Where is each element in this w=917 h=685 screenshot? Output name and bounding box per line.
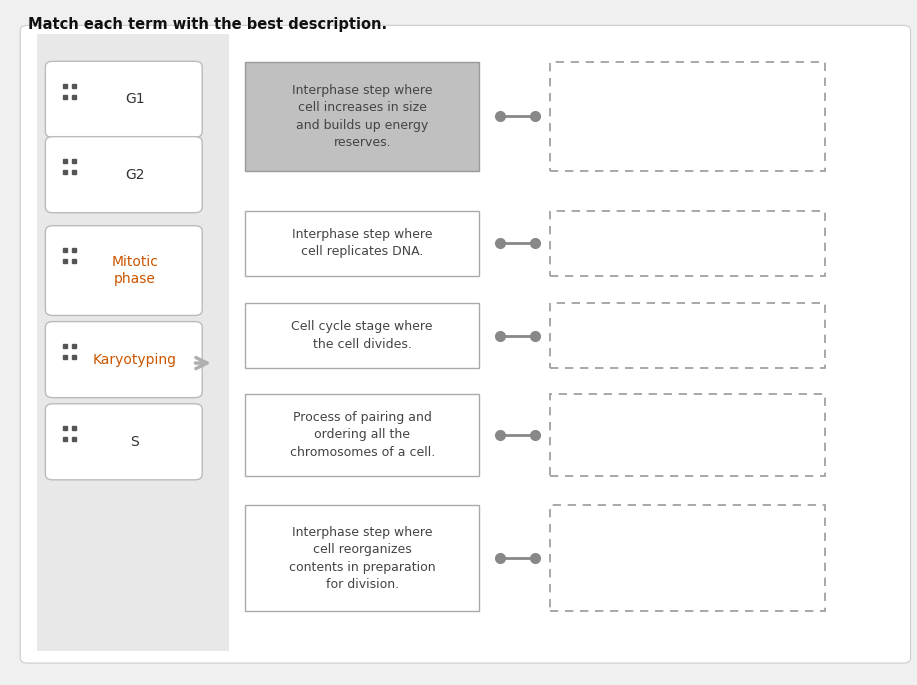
FancyBboxPatch shape <box>46 137 202 212</box>
Text: G1: G1 <box>125 92 145 106</box>
FancyBboxPatch shape <box>246 303 479 369</box>
Bar <box>37 34 229 651</box>
Bar <box>550 62 825 171</box>
Text: Interphase step where
cell reorganizes
contents in preparation
for division.: Interphase step where cell reorganizes c… <box>289 525 436 591</box>
FancyBboxPatch shape <box>20 25 911 663</box>
FancyBboxPatch shape <box>246 394 479 476</box>
FancyBboxPatch shape <box>46 322 202 397</box>
FancyBboxPatch shape <box>46 226 202 315</box>
Text: Cell cycle stage where
the cell divides.: Cell cycle stage where the cell divides. <box>292 321 433 351</box>
Text: Karyotyping: Karyotyping <box>93 353 177 366</box>
Bar <box>550 303 825 369</box>
Text: Mitotic
phase: Mitotic phase <box>111 255 159 286</box>
Text: Interphase step where
cell replicates DNA.: Interphase step where cell replicates DN… <box>292 228 433 258</box>
Text: S: S <box>130 435 139 449</box>
Bar <box>550 394 825 476</box>
Text: G2: G2 <box>125 168 145 182</box>
FancyBboxPatch shape <box>46 404 202 480</box>
FancyBboxPatch shape <box>46 62 202 137</box>
FancyBboxPatch shape <box>246 62 479 171</box>
FancyBboxPatch shape <box>246 506 479 611</box>
Bar <box>550 211 825 275</box>
Text: Process of pairing and
ordering all the
chromosomes of a cell.: Process of pairing and ordering all the … <box>290 411 435 459</box>
Text: Match each term with the best description.: Match each term with the best descriptio… <box>28 17 387 32</box>
FancyBboxPatch shape <box>246 211 479 275</box>
Bar <box>550 506 825 611</box>
Text: Interphase step where
cell increases in size
and builds up energy
reserves.: Interphase step where cell increases in … <box>292 84 433 149</box>
